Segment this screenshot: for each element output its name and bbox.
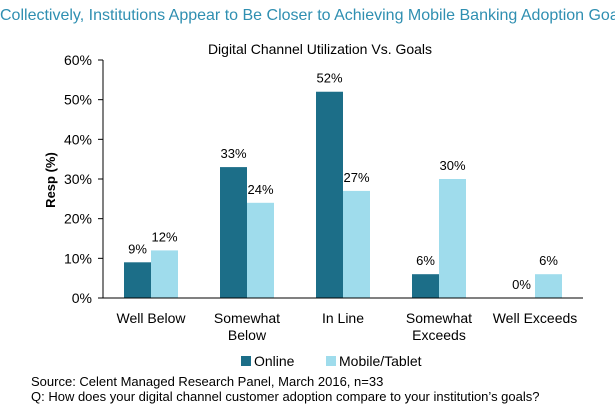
- bar-mobile-tablet: [343, 190, 370, 298]
- x-tick-label: Somewhat Below: [214, 310, 280, 343]
- y-tick-label: 10%: [64, 250, 92, 266]
- bar-mobile-tablet: [439, 179, 466, 298]
- bar-value-label: 24%: [247, 182, 273, 197]
- legend-swatch: [326, 356, 336, 366]
- y-tick-label: 20%: [64, 211, 92, 227]
- headline: Collectively, Institutions Appear to Be …: [0, 7, 615, 24]
- bar-mobile-tablet: [151, 250, 178, 298]
- bar-online: [124, 262, 151, 298]
- x-tick-label: In Line: [322, 310, 364, 326]
- source-note: Source: Celent Managed Research Panel, M…: [31, 374, 384, 389]
- y-tick-label: 30%: [64, 171, 92, 187]
- bar-value-label: 6%: [416, 253, 435, 268]
- bar-online: [412, 274, 439, 298]
- bar-value-label: 6%: [539, 253, 558, 268]
- bar-value-label: 27%: [343, 170, 369, 185]
- bar-online: [220, 167, 247, 298]
- bar-value-label: 52%: [316, 71, 342, 86]
- legend-label: Online: [254, 353, 295, 369]
- bar-value-label: 30%: [439, 158, 465, 173]
- chart-title: Digital Channel Utilization Vs. Goals: [208, 41, 432, 57]
- y-tick-label: 40%: [64, 131, 92, 147]
- bar-labels: 9% 12% 33% 24% 52% 27% 6% 30% 0% 6%: [128, 71, 558, 292]
- bars: [124, 91, 562, 298]
- bar-mobile-tablet: [535, 274, 562, 298]
- bar-value-label: 12%: [151, 229, 177, 244]
- y-axis-label: Resp (%): [43, 152, 58, 208]
- x-tick-label: Well Below: [117, 310, 187, 326]
- bar-value-label: 0%: [512, 277, 531, 292]
- bar-mobile-tablet: [247, 202, 274, 298]
- y-tick-label: 60%: [64, 52, 92, 68]
- bar-value-label: 33%: [220, 146, 246, 161]
- bar-online: [316, 91, 343, 298]
- bar-value-label: 9%: [128, 241, 147, 256]
- legend-label: Mobile/Tablet: [339, 353, 422, 369]
- question-note: Q: How does your digital channel custome…: [31, 389, 540, 404]
- axes: [102, 60, 583, 299]
- y-tick-label: 50%: [64, 92, 92, 108]
- x-axis-ticks: Well Below Somewhat Below In Line Somewhat Ex…: [117, 310, 578, 343]
- x-tick-label: Well Exceeds: [493, 310, 578, 326]
- x-tick-label: Somewhat Exceeds: [406, 310, 472, 343]
- legend-swatch: [241, 356, 251, 366]
- legend: Online Mobile/Tablet: [241, 353, 422, 369]
- y-tick-label: 0%: [72, 290, 92, 306]
- y-axis-ticks: 0% 10% 20% 30% 40% 50% 60%: [64, 52, 103, 306]
